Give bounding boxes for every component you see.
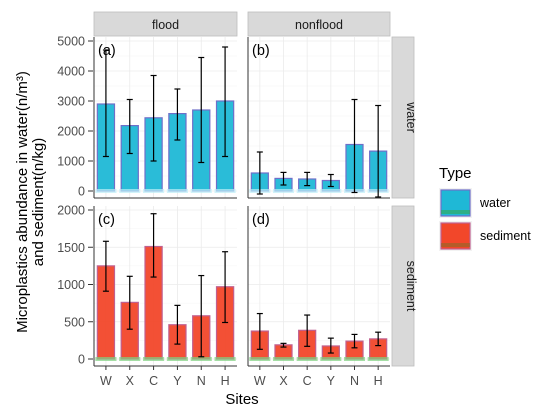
ytick-label-sediment-1500: 1500: [57, 241, 85, 255]
panel-nonflood-sediment: (d): [247, 206, 390, 367]
y-axis-title-line1: Microplastics abundance in water(n/m³): [14, 71, 31, 333]
panel-tag-b: (b): [252, 43, 270, 59]
ytick-label-water-3000: 3000: [57, 95, 85, 109]
bar-base-flood-water-N: [190, 189, 212, 193]
ytick-label-water-4000: 4000: [57, 65, 85, 79]
facet-strip-label-nonflood: nonflood: [295, 18, 343, 32]
bar-base-nonflood-sediment-H: [367, 357, 389, 361]
bar-base-nonflood-sediment-N: [343, 357, 366, 361]
xtick-label-flood-N: N: [197, 374, 206, 388]
legend-swatch-base-water: [441, 210, 470, 214]
bar-base-nonflood-water-Y: [320, 189, 342, 193]
xtick-label-nonflood-Y: Y: [327, 374, 336, 388]
facet-strip-flood: [93, 11, 238, 37]
bar-base-flood-water-H: [214, 189, 236, 193]
ytick-label-sediment-0: 0: [78, 353, 85, 367]
bar-base-nonflood-water-X: [272, 189, 295, 193]
ytick-label-sediment-500: 500: [64, 315, 85, 329]
panel-bg: [248, 206, 390, 366]
panel-flood-sediment: (c): [93, 206, 237, 367]
legend-title: Type: [439, 165, 472, 182]
xtick-label-flood-H: H: [221, 374, 230, 388]
facet-strip-sediment: [391, 205, 415, 367]
bar-base-flood-sediment-N: [190, 357, 212, 361]
ytick-label-sediment-2000: 2000: [57, 204, 85, 218]
panel-bg: [94, 206, 237, 366]
bar-base-nonflood-sediment-Y: [320, 357, 342, 361]
bar-base-nonflood-water-C: [296, 189, 318, 193]
panel-bg: [94, 37, 237, 198]
ytick-label-water-1000: 1000: [57, 155, 85, 169]
ytick-label-sediment-1000: 1000: [57, 278, 85, 292]
legend-label-sediment: sediment: [480, 229, 531, 243]
xtick-label-nonflood-W: W: [254, 374, 266, 388]
facet-strip-label-flood: flood: [152, 18, 179, 32]
y-axis-title-line2: and sediment(n/kg): [30, 138, 47, 266]
legend-swatch-base-sediment: [441, 243, 470, 247]
xtick-label-nonflood-C: C: [303, 374, 312, 388]
bar-base-flood-water-Y: [166, 189, 188, 193]
xtick-label-nonflood-N: N: [350, 374, 359, 388]
xtick-label-flood-Y: Y: [173, 374, 182, 388]
bar-base-flood-sediment-C: [143, 357, 165, 361]
panel-tag-d: (d): [252, 212, 270, 228]
ytick-label-water-2000: 2000: [57, 125, 85, 139]
ytick-label-water-0: 0: [78, 185, 85, 199]
xtick-label-nonflood-X: X: [279, 374, 288, 388]
facet-strip-label-water: water: [404, 101, 418, 133]
bar-base-flood-sediment-W: [95, 357, 117, 361]
bar-base-nonflood-sediment-W: [249, 357, 271, 361]
panel-bg: [248, 37, 390, 198]
bar-base-nonflood-sediment-C: [296, 357, 318, 361]
panel-flood-water: (a): [93, 37, 237, 199]
xtick-label-nonflood-H: H: [374, 374, 383, 388]
facet-strip-label-sediment: sediment: [404, 261, 418, 312]
facet-strip-water: [391, 36, 415, 199]
xtick-label-flood-X: X: [126, 374, 135, 388]
y-axis-title: Microplastics abundance in water(n/m³)an…: [14, 71, 47, 333]
bar-base-flood-water-C: [143, 189, 165, 193]
x-axis-title: Sites: [225, 391, 258, 408]
facet-strip-nonflood: [247, 11, 391, 37]
bar-base-flood-water-X: [119, 189, 141, 193]
bar-base-flood-sediment-X: [119, 357, 141, 361]
ytick-label-water-5000: 5000: [57, 35, 85, 49]
xtick-label-flood-C: C: [149, 374, 158, 388]
bar-base-flood-sediment-Y: [166, 357, 188, 361]
bar-base-flood-sediment-H: [214, 357, 236, 361]
panel-tag-c: (c): [98, 212, 115, 228]
legend: Type water sediment: [439, 165, 531, 251]
legend-label-water: water: [479, 196, 511, 210]
xtick-label-flood-W: W: [100, 374, 112, 388]
bar-base-nonflood-sediment-X: [272, 357, 295, 361]
panel-nonflood-water: (b): [247, 37, 390, 199]
panel-tag-a: (a): [98, 43, 116, 59]
bar-base-flood-water-W: [95, 189, 117, 193]
